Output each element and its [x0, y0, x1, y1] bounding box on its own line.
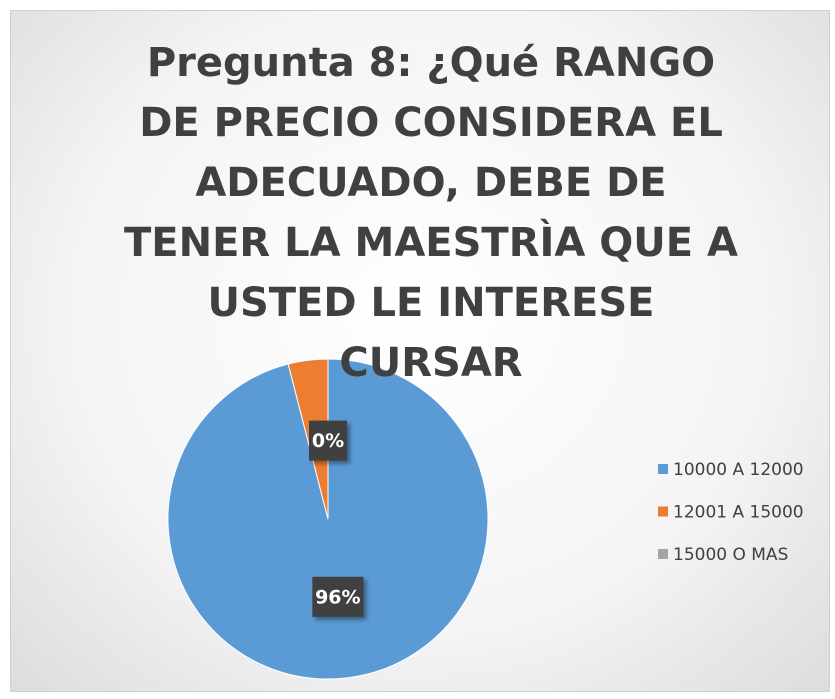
legend-label: 15000 O MAS — [673, 545, 788, 565]
data-label-box — [309, 420, 347, 461]
data-label: 96% — [315, 586, 360, 608]
pie-slice — [287, 358, 329, 520]
data-label: 0% — [312, 430, 344, 452]
chart: 96% 0% 10000 A 12000 12001 A 15000 15000 O M… — [167, 358, 804, 680]
legend-swatch — [658, 506, 668, 517]
data-label-box — [312, 576, 364, 617]
legend-swatch — [658, 549, 668, 559]
legend-label: 12001 A 15000 — [673, 503, 804, 523]
chart-area: 96% 0% 10000 A 12000 12001 A 15000 15000 O M… — [10, 10, 830, 692]
legend-swatch — [658, 464, 668, 474]
legend-label: 10000 A 12000 — [673, 460, 804, 480]
chart-title: Pregunta 8: ¿Qué RANGO DE PRECIO CONSIDE… — [124, 40, 738, 386]
